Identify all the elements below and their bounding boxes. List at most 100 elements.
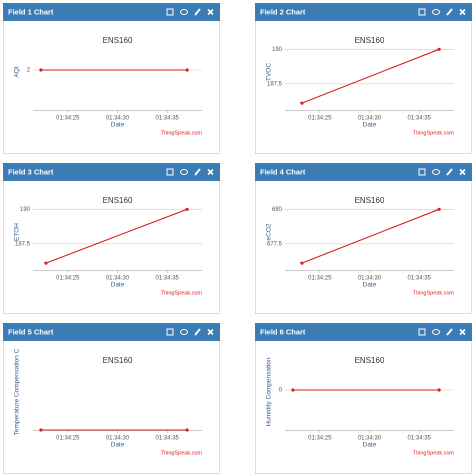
chart-panel: Field 5 Chart ENS160 Temperature Compensat… [3,323,220,474]
close-icon[interactable] [207,328,214,336]
data-point [44,261,48,265]
y-axis-label: Humidity Compensation [266,357,273,426]
open-icon[interactable] [418,8,426,16]
data-point [300,261,304,265]
close-icon[interactable] [207,168,214,176]
y-tick-label: 190 [20,207,31,213]
open-icon[interactable] [418,328,426,336]
x-axis-label: Date [363,282,377,289]
data-point [437,47,441,51]
credit: ThingSpeak.com [161,450,203,456]
x-tick-label: 01:34:30 [106,276,130,282]
panel-header [3,323,220,341]
x-axis-label: Date [111,122,125,129]
header-icons [166,328,214,336]
x-tick-label: 01:34:35 [408,116,432,122]
header-icons [418,8,466,16]
y-tick-label: 677.5 [267,241,283,247]
chart-panel: Field 3 Chart ENS160 ETOH 190 187.5 01:34:25 0… [3,163,220,314]
y-tick-label: 2 [27,68,31,74]
header-icons [418,168,466,176]
x-tick-label: 01:34:35 [156,436,180,442]
open-icon[interactable] [166,8,174,16]
y-tick-label: 0 [279,388,283,394]
panel-border [3,323,220,474]
x-tick-label: 01:34:35 [156,276,180,282]
panel-header-title: Field 2 Chart [260,7,306,16]
data-line [301,48,440,104]
x-tick-label: 01:34:25 [56,116,80,122]
chart-panel: Field 2 Chart ENS160 TVOC 190 187.5 01:34:25 0… [255,3,472,154]
y-tick-label: 187.5 [15,241,31,247]
panel-header [3,163,220,181]
chart-title: ENS160 [355,36,385,45]
panel-header-title: Field 6 Chart [260,327,306,336]
data-point [437,388,441,392]
open-icon[interactable] [166,168,174,176]
data-point [300,101,304,105]
close-icon[interactable] [459,328,466,336]
data-point [185,68,189,72]
panel-header [255,323,472,341]
x-tick-label: 01:34:30 [106,116,130,122]
comment-icon[interactable] [432,329,440,335]
x-axis-label: Date [111,442,125,449]
comment-icon[interactable] [432,169,440,175]
header-icons [418,328,466,336]
credit: ThingSpeak.com [161,290,203,296]
chart-title: ENS160 [355,196,385,205]
x-axis-label: Date [111,282,125,289]
chart-title: ENS160 [103,356,133,365]
panel-header-title: Field 5 Chart [8,327,54,336]
comment-icon[interactable] [432,9,440,15]
y-axis-label: eCO2 [266,223,273,240]
edit-icon[interactable] [446,328,453,336]
data-point [185,428,189,432]
y-tick-label: 187.5 [267,81,283,87]
y-tick-label: 190 [272,47,283,53]
panel-header [255,163,472,181]
comment-icon[interactable] [180,329,188,335]
open-icon[interactable] [418,168,426,176]
credit: ThingSpeak.com [413,450,455,456]
x-axis-label: Date [363,122,377,129]
edit-icon[interactable] [194,168,201,176]
credit: ThingSpeak.com [161,130,203,136]
x-tick-label: 01:34:25 [56,436,80,442]
edit-icon[interactable] [194,8,201,16]
data-point [437,207,441,211]
data-point [185,207,189,211]
edit-icon[interactable] [194,328,201,336]
edit-icon[interactable] [446,8,453,16]
x-tick-label: 01:34:25 [308,276,332,282]
edit-icon[interactable] [446,168,453,176]
data-point [291,388,295,392]
x-tick-label: 01:34:25 [56,276,80,282]
chart-title: ENS160 [103,36,133,45]
panel-header-title: Field 4 Chart [260,167,306,176]
close-icon[interactable] [207,8,214,16]
y-axis-label: AQI [14,66,21,77]
x-tick-label: 01:34:25 [308,116,332,122]
x-axis-label: Date [363,442,377,449]
comment-icon[interactable] [180,169,188,175]
close-icon[interactable] [459,168,466,176]
chart-panel: Field 4 Chart ENS160 eCO2 680 677.5 01:34:25 0… [255,163,472,314]
y-tick-label: 680 [272,207,283,213]
data-point [39,68,43,72]
header-icons [166,8,214,16]
chart-panel: Field 6 Chart ENS160 Humidity Compensation… [255,323,472,474]
comment-icon[interactable] [180,9,188,15]
panel-header [3,3,220,21]
credit: ThingSpeak.com [413,130,455,136]
x-tick-label: 01:34:30 [358,116,382,122]
panel-header-title: Field 1 Chart [8,7,54,16]
panel-header-title: Field 3 Chart [8,167,54,176]
close-icon[interactable] [459,8,466,16]
panel-border [3,3,220,154]
header-icons [166,168,214,176]
open-icon[interactable] [166,328,174,336]
y-axis-label: ETOH [14,223,21,241]
x-tick-label: 01:34:25 [308,436,332,442]
x-tick-label: 01:34:30 [106,436,130,442]
